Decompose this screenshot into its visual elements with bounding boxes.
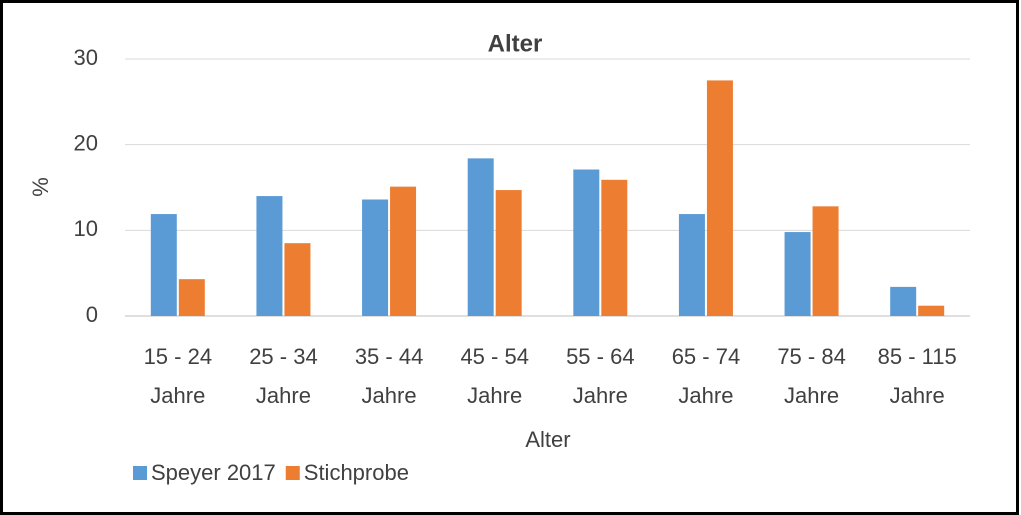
bar bbox=[678, 214, 705, 316]
legend-swatch bbox=[133, 466, 147, 480]
bar bbox=[573, 169, 600, 316]
bar bbox=[150, 214, 177, 316]
chart-title: Alter bbox=[488, 30, 543, 57]
y-axis-title: % bbox=[28, 177, 53, 197]
x-tick-label: 15 - 24 Jahre bbox=[144, 344, 213, 408]
x-tick-label: 65 - 74 Jahre bbox=[672, 344, 741, 408]
y-tick-label: 20 bbox=[74, 130, 98, 155]
y-tick-label: 30 bbox=[74, 45, 98, 70]
bar bbox=[495, 190, 522, 316]
legend-swatch bbox=[285, 466, 300, 480]
bar bbox=[784, 232, 811, 316]
bar bbox=[890, 286, 917, 316]
x-tick-label: 85 - 115 Jahre bbox=[878, 344, 957, 408]
x-axis-title: Alter bbox=[525, 427, 570, 452]
legend-label: Speyer 2017 bbox=[151, 460, 276, 485]
y-tick-label: 0 bbox=[86, 302, 98, 327]
bar bbox=[390, 186, 417, 316]
bar bbox=[812, 206, 839, 316]
bar bbox=[284, 243, 311, 316]
bar bbox=[706, 80, 733, 317]
bar bbox=[362, 199, 389, 316]
y-tick-label: 10 bbox=[74, 216, 98, 241]
x-tick-label: 35 - 44 Jahre bbox=[355, 344, 424, 408]
x-tick-label: 25 - 34 Jahre bbox=[249, 344, 318, 408]
bar bbox=[467, 158, 494, 316]
x-tick-label: 45 - 54 Jahre bbox=[460, 344, 529, 408]
bar bbox=[918, 305, 945, 316]
x-tick-label: 75 - 84 Jahre bbox=[777, 344, 846, 408]
bar bbox=[601, 179, 628, 316]
bar bbox=[256, 196, 283, 316]
bar bbox=[178, 279, 205, 316]
legend-label: Stichprobe bbox=[304, 460, 409, 485]
x-tick-label: 55 - 64 Jahre bbox=[566, 344, 635, 408]
